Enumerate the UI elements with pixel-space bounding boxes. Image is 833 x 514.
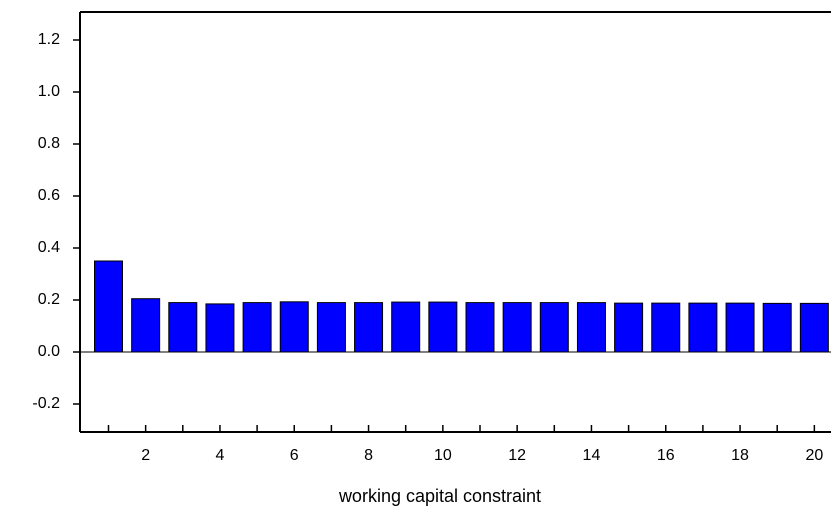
y-tick-label: 0.0 — [38, 343, 60, 360]
x-tick-label: 16 — [657, 447, 675, 464]
bar — [799, 302, 829, 353]
y-tick-label: 0.2 — [38, 291, 60, 308]
x-tick-label: 20 — [805, 447, 823, 464]
bar — [316, 302, 346, 353]
bar — [354, 302, 384, 353]
bar — [168, 302, 198, 353]
y-tick-label: 0.8 — [38, 135, 60, 152]
x-tick-label: 18 — [731, 447, 749, 464]
bar — [94, 260, 123, 353]
y-tick-label: 1.2 — [38, 31, 60, 48]
y-tick-label: 0.6 — [38, 187, 60, 204]
bar — [279, 301, 309, 353]
x-tick-label: 14 — [583, 447, 601, 464]
bar — [242, 302, 272, 353]
bar — [428, 301, 458, 353]
x-tick-label: 2 — [141, 447, 150, 464]
y-tick-label: 1.0 — [38, 83, 60, 100]
bar — [539, 302, 569, 353]
bar — [614, 302, 644, 353]
bar — [502, 302, 532, 353]
bar — [131, 298, 161, 353]
bar — [391, 301, 421, 353]
y-tick-label: 0.4 — [38, 239, 60, 256]
bar — [762, 302, 792, 353]
x-tick-label: 6 — [290, 447, 299, 464]
y-tick-label: -0.2 — [32, 395, 60, 412]
bar — [576, 302, 606, 353]
bar — [688, 302, 718, 353]
x-tick-label: 12 — [508, 447, 526, 464]
bar — [205, 303, 235, 353]
bar — [725, 302, 755, 353]
bar — [651, 302, 681, 353]
x-tick-label: 8 — [364, 447, 373, 464]
x-axis-label: working capital constraint — [338, 486, 541, 506]
x-tick-label: 10 — [434, 447, 452, 464]
x-tick-label: 4 — [215, 447, 224, 464]
bar — [465, 302, 495, 353]
